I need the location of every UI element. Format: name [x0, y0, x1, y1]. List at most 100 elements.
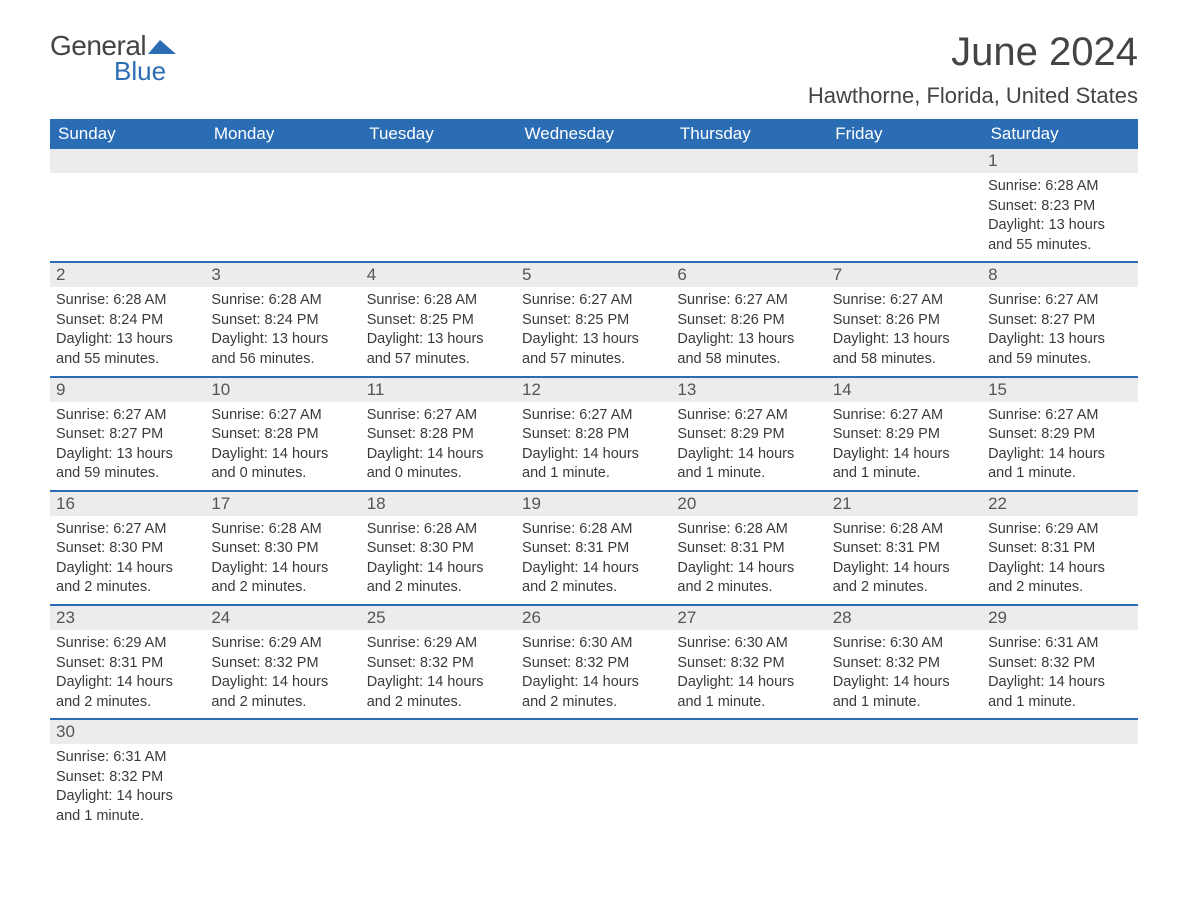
day-sunset: Sunset: 8:23 PM	[988, 197, 1131, 217]
day-info: Sunrise: 6:27 AMSunset: 8:26 PMDaylight:…	[827, 287, 982, 375]
day-number: 14	[827, 378, 982, 402]
day-dl2: and 2 minutes.	[56, 578, 199, 598]
calendar-day-cell: 26 Sunrise: 6:30 AMSunset: 8:32 PMDayligh…	[516, 605, 671, 719]
day-dl1: Daylight: 14 hours	[56, 673, 199, 693]
day-dl2: and 59 minutes.	[988, 350, 1131, 370]
calendar-day-cell	[516, 149, 671, 262]
calendar-day-cell: 10Sunrise: 6:27 AMSunset: 8:28 PMDayligh…	[205, 377, 360, 491]
day-dl1: Daylight: 13 hours	[367, 330, 510, 350]
day-dl1: Daylight: 13 hours	[988, 216, 1131, 236]
day-sunrise: Sunrise: 6:28 AM	[367, 291, 510, 311]
day-number: 24	[205, 606, 360, 630]
day-info-empty	[50, 173, 205, 233]
calendar-day-cell: 24Sunrise: 6:29 AMSunset: 8:32 PMDayligh…	[205, 605, 360, 719]
calendar-day-cell: 12Sunrise: 6:27 AMSunset: 8:28 PMDayligh…	[516, 377, 671, 491]
day-dl1: Daylight: 13 hours	[56, 445, 199, 465]
day-info: Sunrise: 6:29 AMSunset: 8:32 PMDaylight:…	[361, 630, 516, 718]
day-sunset: Sunset: 8:29 PM	[988, 425, 1131, 445]
day-dl1: Daylight: 14 hours	[367, 445, 510, 465]
day-sunrise: Sunrise: 6:29 AM	[988, 520, 1131, 540]
calendar-day-cell: 29Sunrise: 6:31 AMSunset: 8:32 PMDayligh…	[982, 605, 1137, 719]
logo-word2: Blue	[114, 56, 178, 87]
day-dl1: Daylight: 14 hours	[522, 673, 665, 693]
day-info-empty	[827, 173, 982, 233]
day-sunset: Sunset: 8:30 PM	[56, 539, 199, 559]
day-sunrise: Sunrise: 6:29 AM	[56, 634, 199, 654]
day-sunset: Sunset: 8:31 PM	[833, 539, 976, 559]
day-info: Sunrise: 6:28 AMSunset: 8:24 PMDaylight:…	[205, 287, 360, 375]
day-dl2: and 2 minutes.	[367, 693, 510, 713]
day-number: 10	[205, 378, 360, 402]
calendar-week-row: 1Sunrise: 6:28 AMSunset: 8:23 PMDaylight…	[50, 149, 1138, 262]
calendar-week-row: 16Sunrise: 6:27 AMSunset: 8:30 PMDayligh…	[50, 491, 1138, 605]
day-number-empty	[361, 720, 516, 744]
logo-flag-icon	[148, 36, 178, 56]
day-dl2: and 2 minutes.	[833, 578, 976, 598]
day-info: Sunrise: 6:28 AMSunset: 8:30 PMDaylight:…	[361, 516, 516, 604]
calendar-day-cell: 14Sunrise: 6:27 AMSunset: 8:29 PMDayligh…	[827, 377, 982, 491]
day-dl2: and 1 minute.	[833, 693, 976, 713]
day-dl2: and 1 minute.	[677, 693, 820, 713]
day-number-empty	[361, 149, 516, 173]
day-sunrise: Sunrise: 6:28 AM	[211, 291, 354, 311]
calendar-day-cell: 18Sunrise: 6:28 AMSunset: 8:30 PMDayligh…	[361, 491, 516, 605]
day-dl2: and 56 minutes.	[211, 350, 354, 370]
calendar-day-cell: 19Sunrise: 6:28 AMSunset: 8:31 PMDayligh…	[516, 491, 671, 605]
day-sunset: Sunset: 8:24 PM	[56, 311, 199, 331]
day-number: 28	[827, 606, 982, 630]
day-dl2: and 2 minutes.	[988, 578, 1131, 598]
calendar-table: Sunday Monday Tuesday Wednesday Thursday…	[50, 119, 1138, 833]
day-sunrise: Sunrise: 6:31 AM	[988, 634, 1131, 654]
day-dl1: Daylight: 14 hours	[988, 559, 1131, 579]
calendar-day-cell: 13Sunrise: 6:27 AMSunset: 8:29 PMDayligh…	[671, 377, 826, 491]
day-sunrise: Sunrise: 6:28 AM	[211, 520, 354, 540]
day-dl2: and 57 minutes.	[522, 350, 665, 370]
logo: General Blue	[50, 30, 178, 87]
day-info: Sunrise: 6:27 AMSunset: 8:29 PMDaylight:…	[671, 402, 826, 490]
day-number: 26	[516, 606, 671, 630]
day-sunset: Sunset: 8:32 PM	[833, 654, 976, 674]
day-dl2: and 2 minutes.	[56, 693, 199, 713]
day-number: 13	[671, 378, 826, 402]
day-number: 8	[982, 263, 1137, 287]
day-dl1: Daylight: 14 hours	[988, 445, 1131, 465]
month-title: June 2024	[808, 30, 1138, 75]
day-info: Sunrise: 6:28 AMSunset: 8:30 PMDaylight:…	[205, 516, 360, 604]
day-dl2: and 1 minute.	[677, 464, 820, 484]
day-sunrise: Sunrise: 6:27 AM	[367, 406, 510, 426]
day-info: Sunrise: 6:27 AMSunset: 8:29 PMDaylight:…	[827, 402, 982, 490]
day-sunrise: Sunrise: 6:29 AM	[367, 634, 510, 654]
day-info: Sunrise: 6:30 AMSunset: 8:32 PMDaylight:…	[827, 630, 982, 718]
day-number: 21	[827, 492, 982, 516]
day-sunrise: Sunrise: 6:27 AM	[988, 406, 1131, 426]
day-number: 17	[205, 492, 360, 516]
day-info: Sunrise: 6:27 AMSunset: 8:25 PMDaylight:…	[516, 287, 671, 375]
calendar-day-cell	[827, 149, 982, 262]
day-number-empty	[205, 149, 360, 173]
day-dl2: and 1 minute.	[56, 807, 199, 827]
calendar-day-cell: 5Sunrise: 6:27 AMSunset: 8:25 PMDaylight…	[516, 262, 671, 376]
day-dl1: Daylight: 14 hours	[988, 673, 1131, 693]
day-sunrise: Sunrise: 6:30 AM	[522, 634, 665, 654]
calendar-day-cell: 9Sunrise: 6:27 AMSunset: 8:27 PMDaylight…	[50, 377, 205, 491]
day-dl1: Daylight: 13 hours	[211, 330, 354, 350]
day-dl1: Daylight: 14 hours	[522, 559, 665, 579]
day-number-empty	[671, 149, 826, 173]
day-sunrise: Sunrise: 6:27 AM	[988, 291, 1131, 311]
calendar-day-cell	[205, 149, 360, 262]
calendar-day-cell	[516, 719, 671, 832]
weekday-header: Monday	[205, 119, 360, 149]
day-dl2: and 55 minutes.	[988, 236, 1131, 256]
day-number: 23	[50, 606, 205, 630]
day-number: 12	[516, 378, 671, 402]
day-dl2: and 1 minute.	[833, 464, 976, 484]
day-info-empty	[205, 173, 360, 233]
day-number: 4	[361, 263, 516, 287]
calendar-day-cell: 16Sunrise: 6:27 AMSunset: 8:30 PMDayligh…	[50, 491, 205, 605]
day-number: 5	[516, 263, 671, 287]
day-number: 19	[516, 492, 671, 516]
day-sunset: Sunset: 8:32 PM	[522, 654, 665, 674]
day-dl1: Daylight: 14 hours	[56, 559, 199, 579]
day-dl1: Daylight: 14 hours	[677, 445, 820, 465]
day-dl1: Daylight: 14 hours	[677, 673, 820, 693]
